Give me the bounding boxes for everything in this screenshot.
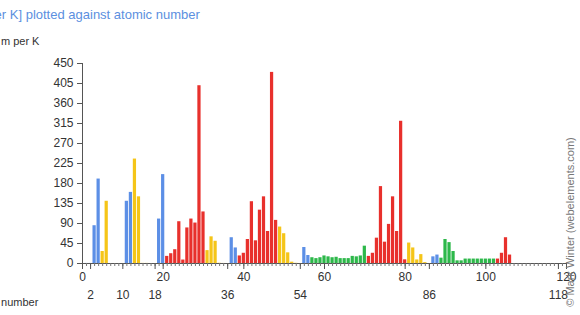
- svg-text:© Mark Winter (webelements.com: © Mark Winter (webelements.com): [564, 137, 576, 306]
- svg-text:10: 10: [116, 288, 130, 302]
- svg-text:90: 90: [60, 216, 74, 230]
- svg-text:80: 80: [398, 270, 412, 284]
- svg-text:450: 450: [53, 56, 73, 70]
- svg-text:405: 405: [53, 76, 73, 90]
- svg-text:225: 225: [53, 156, 73, 170]
- svg-text:60: 60: [318, 270, 332, 284]
- svg-text:45: 45: [60, 236, 74, 250]
- svg-text:180: 180: [53, 176, 73, 190]
- svg-text:86: 86: [423, 288, 437, 302]
- svg-text:0: 0: [79, 270, 86, 284]
- svg-text:315: 315: [53, 116, 73, 130]
- svg-text:100: 100: [476, 270, 496, 284]
- svg-text:atomic number: atomic number: [0, 296, 39, 308]
- svg-text:W per m per K: W per m per K: [0, 35, 40, 47]
- svg-text:36: 36: [221, 288, 235, 302]
- svg-text:135: 135: [53, 196, 73, 210]
- svg-text:Thermal conductivity [W per m: Thermal conductivity [W per m per K] plo…: [0, 7, 200, 22]
- svg-text:54: 54: [294, 288, 308, 302]
- svg-text:40: 40: [237, 270, 251, 284]
- svg-text:118: 118: [548, 288, 568, 302]
- svg-text:0: 0: [67, 256, 74, 270]
- svg-text:270: 270: [53, 136, 73, 150]
- svg-text:18: 18: [148, 288, 162, 302]
- svg-text:2: 2: [87, 288, 94, 302]
- svg-text:360: 360: [53, 96, 73, 110]
- svg-text:20: 20: [156, 270, 170, 284]
